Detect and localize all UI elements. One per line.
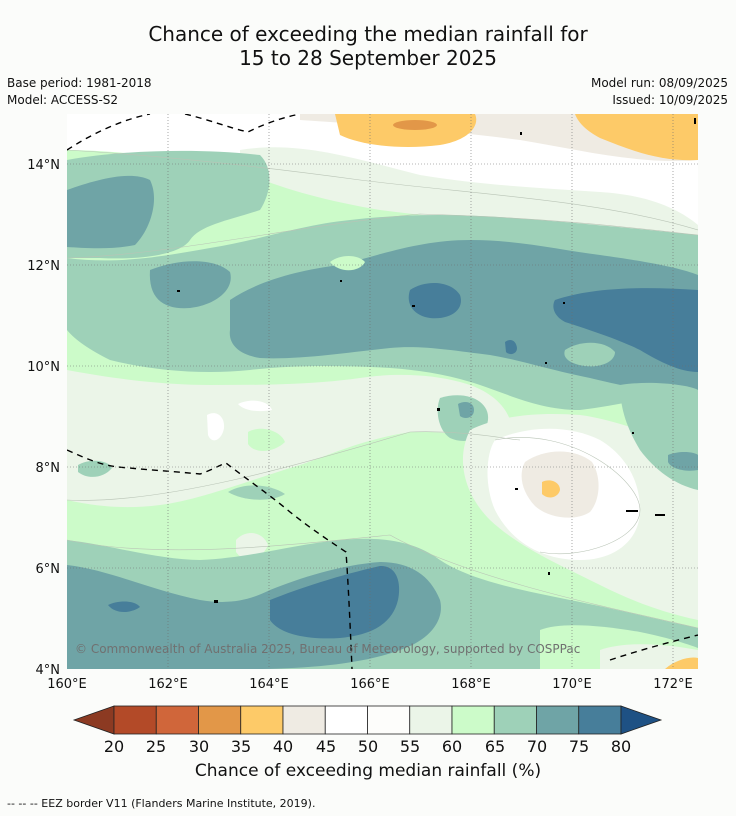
- lat-label: 4°N: [36, 663, 61, 678]
- copyright-text: © Commonwealth of Australia 2025, Bureau…: [75, 642, 580, 656]
- region-darkorange-top: [393, 120, 437, 130]
- colorbar-label: Chance of exceeding median rainfall (%): [194, 761, 542, 781]
- colorbar-tick: 45: [316, 737, 336, 756]
- colorbar-swatch: [409, 705, 453, 735]
- colorbar-tick: 60: [442, 737, 462, 756]
- region-darkteal-farright: [668, 451, 698, 471]
- region-orange-top: [335, 114, 477, 147]
- model-name: Model: ACCESS-S2: [7, 93, 119, 107]
- title-line-1: Chance of exceeding the median rainfall …: [148, 22, 588, 46]
- lat-label: 12°N: [27, 259, 60, 274]
- base-period: Base period: 1981-2018: [7, 76, 152, 90]
- lon-label: 160°E: [47, 677, 87, 692]
- colorbar-tick: 50: [358, 737, 378, 756]
- region-blue-spot: [505, 340, 517, 355]
- lat-label: 10°N: [27, 360, 60, 375]
- colorbar-swatch: [367, 705, 411, 735]
- colorbar-tick: 40: [273, 737, 293, 756]
- eez-footnote: -- -- -- EEZ border V11 (Flanders Marine…: [7, 797, 316, 810]
- lat-label: 6°N: [36, 562, 61, 577]
- latitude-labels: 14°N 12°N 10°N 8°N 6°N 4°N: [27, 158, 60, 678]
- title-line-2: 15 to 28 September 2025: [239, 46, 497, 70]
- region-darkteal-small: [458, 402, 474, 418]
- lon-label: 164°E: [249, 677, 289, 692]
- region-darkteal-upperleft: [67, 175, 155, 249]
- colorbar-swatch: [198, 705, 242, 735]
- region-teal-left-small: [78, 460, 112, 477]
- region-green-left: [248, 428, 285, 451]
- contour-lines: [67, 149, 698, 629]
- lon-label: 168°E: [451, 677, 491, 692]
- lon-label: 162°E: [148, 677, 188, 692]
- map-figure: © Commonwealth of Australia 2025, Bureau…: [27, 114, 698, 756]
- region-white-left2: [238, 400, 272, 412]
- colorbar-tick: 20: [104, 737, 124, 756]
- colorbar-arrow-low: [72, 705, 115, 735]
- colorbar-tick: 35: [231, 737, 251, 756]
- longitude-labels: 160°E 162°E 164°E 166°E 168°E 170°E 172°…: [47, 677, 693, 692]
- model-run: Model run: 08/09/2025: [590, 76, 728, 90]
- region-orange-right: [542, 480, 560, 498]
- colorbar-tick: 80: [611, 737, 631, 756]
- meta-right: Model run: 08/09/2025 Issued: 10/09/2025: [591, 75, 728, 109]
- colorbar-swatch: [451, 705, 495, 735]
- colorbar-swatch: [536, 705, 580, 735]
- colorbar-tick: 70: [527, 737, 547, 756]
- colorbar-swatch: [324, 705, 368, 735]
- colorbar-swatch: [240, 705, 284, 735]
- region-blue-center: [408, 283, 461, 319]
- colorbar-tick: 25: [146, 737, 166, 756]
- region-green-spot: [330, 256, 365, 271]
- colorbar-tick: 75: [569, 737, 589, 756]
- region-vlight-small: [236, 533, 268, 560]
- colorbar-swatch: [493, 705, 537, 735]
- region-orange-topright: [575, 114, 698, 161]
- colorbar-swatch: [578, 705, 622, 735]
- island-markers: [177, 118, 696, 603]
- region-white-left: [207, 413, 225, 441]
- region-vlight-midleft: [67, 370, 510, 508]
- lat-label: 8°N: [36, 461, 61, 476]
- colorbar-swatch: [155, 705, 199, 735]
- region-blue-right: [553, 288, 698, 372]
- chart-title: Chance of exceeding the median rainfall …: [0, 22, 736, 70]
- lon-label: 172°E: [653, 677, 693, 692]
- colorbar-tick: 30: [189, 737, 209, 756]
- region-blue-bottom: [270, 565, 400, 639]
- lon-label: 166°E: [350, 677, 390, 692]
- issued-date: Issued: 10/09/2025: [612, 93, 728, 107]
- colorbar-swatch: [282, 705, 326, 735]
- lon-label: 170°E: [552, 677, 592, 692]
- region-teal-spot-right: [564, 342, 615, 367]
- colorbar-tick: 55: [400, 737, 420, 756]
- colorbar-tick: 65: [485, 737, 505, 756]
- colorbar: [72, 705, 663, 735]
- eez-borders: [67, 114, 698, 669]
- graticule: [67, 114, 698, 669]
- colorbar-ticks: 20 25 30 35 40 45 50 55 60 65 70 75 80: [104, 737, 631, 756]
- region-darkteal-left: [149, 261, 231, 309]
- rainfall-map: [67, 114, 698, 669]
- colorbar-swatch: [113, 705, 157, 735]
- colorbar-arrow-high: [620, 705, 663, 735]
- region-vlight-bottomright: [600, 644, 698, 669]
- meta-left: Base period: 1981-2018 Model: ACCESS-S2: [7, 75, 152, 109]
- region-blue-bottomleft: [108, 601, 140, 613]
- region-grey-right: [521, 451, 599, 518]
- lat-label: 14°N: [27, 158, 60, 173]
